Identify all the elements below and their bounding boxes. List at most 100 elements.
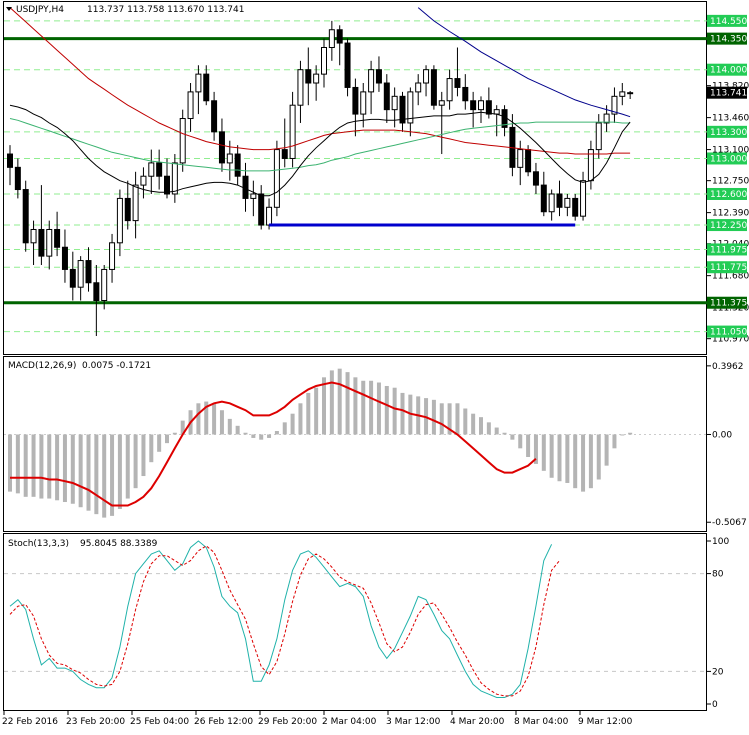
macd-histogram-bar bbox=[62, 434, 67, 503]
candle-body bbox=[438, 100, 445, 106]
candle-body bbox=[485, 100, 492, 115]
macd-histogram-bar bbox=[157, 434, 162, 452]
macd-histogram-bar bbox=[353, 377, 358, 435]
macd-histogram-bar bbox=[267, 434, 272, 438]
candle-body bbox=[195, 73, 202, 93]
macd-histogram-bar bbox=[47, 434, 52, 499]
macd-histogram-bar bbox=[455, 403, 460, 435]
candle-body bbox=[7, 153, 13, 168]
macd-histogram-bar bbox=[581, 434, 586, 492]
level-label: 113.000 bbox=[710, 154, 747, 164]
stoch-signal-line bbox=[9, 545, 560, 697]
level-label: 114.550 bbox=[710, 17, 747, 27]
macd-histogram-bar bbox=[290, 413, 295, 435]
macd-histogram-bar bbox=[463, 408, 468, 435]
candle-body bbox=[124, 197, 131, 222]
macd-histogram-bar bbox=[345, 372, 350, 435]
macd-histogram-bar bbox=[102, 434, 107, 518]
macd-histogram-bar bbox=[282, 422, 287, 435]
candle-body bbox=[85, 260, 92, 284]
stoch-title: Stoch(13,3,3) bbox=[8, 539, 69, 549]
x-tick-label: 9 Mar 12:00 bbox=[578, 717, 633, 727]
macd-histogram-bar bbox=[133, 434, 138, 489]
candle-body bbox=[336, 29, 343, 44]
macd-histogram-bar bbox=[494, 427, 499, 435]
macd-signal-line bbox=[10, 381, 537, 507]
level-label-bg bbox=[707, 325, 747, 338]
macd-histogram-bar bbox=[447, 403, 452, 435]
stoch-panel-frame bbox=[3, 533, 707, 711]
macd-panel-frame bbox=[3, 356, 707, 532]
macd-histogram-bar bbox=[219, 410, 224, 435]
current-price-bg bbox=[707, 86, 747, 99]
candle-body bbox=[344, 42, 351, 88]
macd-histogram-bar bbox=[31, 434, 36, 497]
candle-body bbox=[179, 118, 186, 164]
candle-body bbox=[407, 91, 414, 124]
macd-histogram-bar bbox=[471, 413, 476, 435]
stoch-tick-label: 0 bbox=[712, 700, 718, 710]
macd-histogram-bar bbox=[533, 434, 538, 464]
level-label: 114.000 bbox=[710, 66, 747, 76]
macd-histogram-bar bbox=[251, 434, 256, 438]
macd-histogram-bar bbox=[604, 434, 609, 466]
level-label-bg bbox=[707, 32, 747, 45]
macd-histogram-bar bbox=[39, 434, 44, 499]
candle-body bbox=[548, 193, 555, 213]
level-label-bg bbox=[707, 261, 747, 274]
candle-body bbox=[399, 95, 406, 124]
ma-red-line bbox=[9, 7, 631, 155]
macd-histogram-bar bbox=[541, 434, 546, 471]
ma-black-line bbox=[9, 104, 631, 197]
level-label-bg bbox=[707, 152, 747, 165]
macd-histogram-bar bbox=[549, 434, 554, 478]
macd-histogram-bar bbox=[557, 434, 562, 482]
macd-histogram-bar bbox=[94, 434, 99, 515]
candle-body bbox=[156, 162, 163, 177]
candle-body bbox=[38, 228, 45, 257]
chart-symbol: USDJPY,H4 bbox=[16, 5, 64, 15]
candle-body bbox=[423, 69, 430, 84]
macd-histogram-bar bbox=[125, 434, 130, 499]
x-tick-label: 2 Mar 04:00 bbox=[322, 717, 377, 727]
level-label-bg bbox=[707, 125, 747, 138]
macd-histogram-bar bbox=[439, 403, 444, 435]
level-label: 111.050 bbox=[710, 328, 747, 338]
macd-histogram-bar bbox=[172, 432, 177, 435]
candle-body bbox=[556, 193, 563, 208]
candle-body bbox=[430, 69, 437, 106]
price-tick-label: 113.100 bbox=[712, 146, 749, 156]
x-tick-label: 25 Feb 04:00 bbox=[130, 717, 189, 727]
level-label-bg bbox=[707, 219, 747, 232]
candle-body bbox=[69, 268, 76, 288]
macd-histogram-bar bbox=[243, 432, 248, 435]
level-label: 111.775 bbox=[710, 263, 747, 273]
x-tick-label: 26 Feb 12:00 bbox=[194, 717, 253, 727]
candle-body bbox=[203, 73, 210, 102]
candle-body bbox=[572, 197, 579, 217]
macd-histogram-bar bbox=[196, 403, 201, 435]
candle-body bbox=[297, 69, 304, 106]
macd-histogram-bar bbox=[86, 434, 91, 511]
candle-body bbox=[313, 73, 320, 84]
macd-histogram-bar bbox=[110, 434, 115, 516]
dropdown-triangle-icon[interactable] bbox=[6, 7, 12, 11]
candle-body bbox=[211, 100, 218, 133]
macd-values: 0.0075 -0.1721 bbox=[82, 361, 151, 371]
macd-histogram-bar bbox=[369, 380, 374, 435]
macd-histogram-bar bbox=[322, 377, 326, 435]
macd-histogram-bar bbox=[628, 432, 633, 435]
macd-histogram-bar bbox=[55, 434, 60, 501]
macd-histogram-bar bbox=[329, 370, 334, 435]
candle-body bbox=[470, 100, 477, 111]
candle-body bbox=[22, 189, 29, 244]
price-tick-label: 113.820 bbox=[712, 82, 749, 92]
macd-histogram-bar bbox=[565, 434, 570, 483]
candle-body bbox=[619, 91, 626, 97]
macd-histogram-bar bbox=[117, 434, 122, 509]
x-tick-label: 4 Mar 20:00 bbox=[450, 717, 505, 727]
candle-body bbox=[517, 149, 524, 168]
candle-body bbox=[258, 193, 265, 226]
x-tick-label: 23 Feb 20:00 bbox=[66, 717, 125, 727]
